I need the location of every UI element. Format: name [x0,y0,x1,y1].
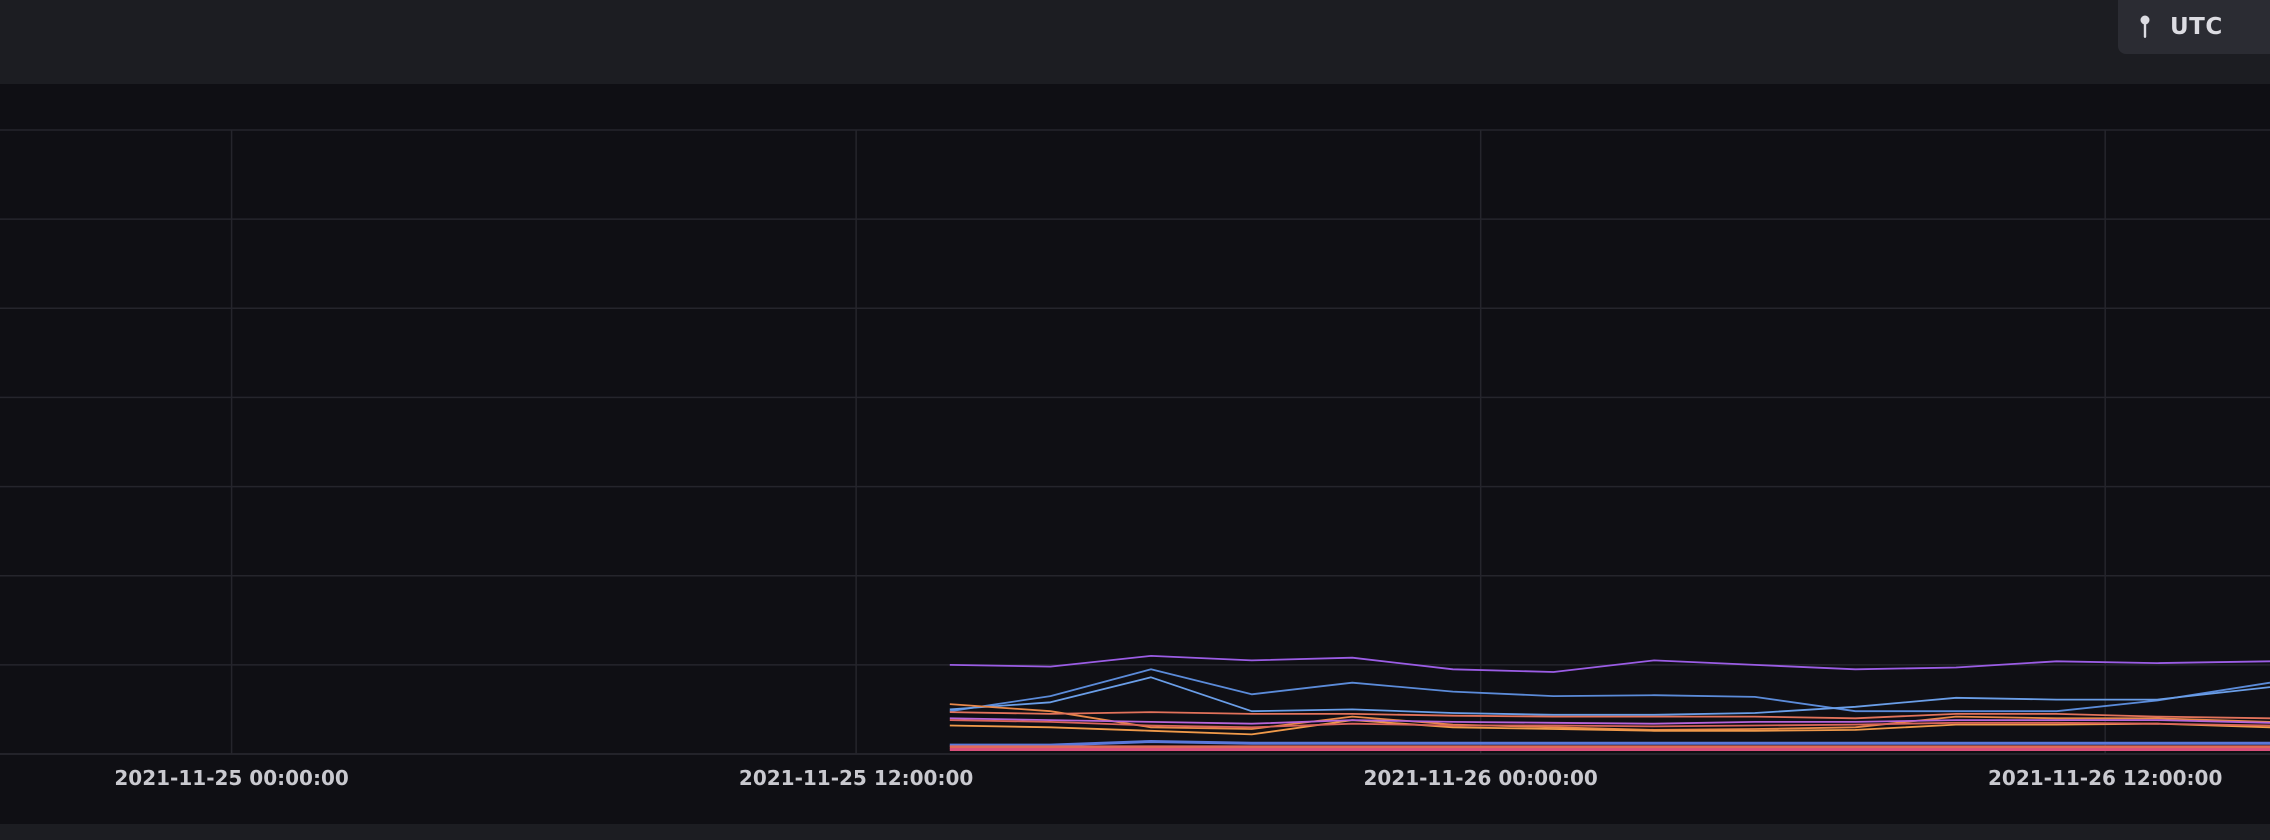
series-line[interactable] [949,711,2270,720]
series-line[interactable] [949,719,2270,729]
x-tick-label: 2021-11-25 00:00:00 [114,766,348,790]
series-line[interactable] [949,740,2270,747]
bottom-bar [0,824,2270,840]
series-line[interactable] [949,717,2270,725]
chart-panel: 2021-11-25 00:00:00 2021-11-25 12:00:00 20… [0,84,2270,824]
timezone-button[interactable]: UTC [2118,0,2270,54]
x-tick-label: 2021-11-26 12:00:00 [1988,766,2222,790]
time-series-chart[interactable]: 2021-11-25 00:00:00 2021-11-25 12:00:00 20… [0,84,2270,824]
series-line[interactable] [949,703,2270,731]
series-line[interactable] [949,676,2270,716]
top-toolbar: UTC [0,0,2270,84]
x-tick-label: 2021-11-25 12:00:00 [739,766,973,790]
series-line[interactable] [949,719,2270,736]
series-line[interactable] [949,668,2270,713]
series-line[interactable] [949,655,2270,673]
timezone-label: UTC [2170,14,2223,40]
x-tick-label: 2021-11-26 00:00:00 [1363,766,1597,790]
pin-icon [2140,15,2150,38]
